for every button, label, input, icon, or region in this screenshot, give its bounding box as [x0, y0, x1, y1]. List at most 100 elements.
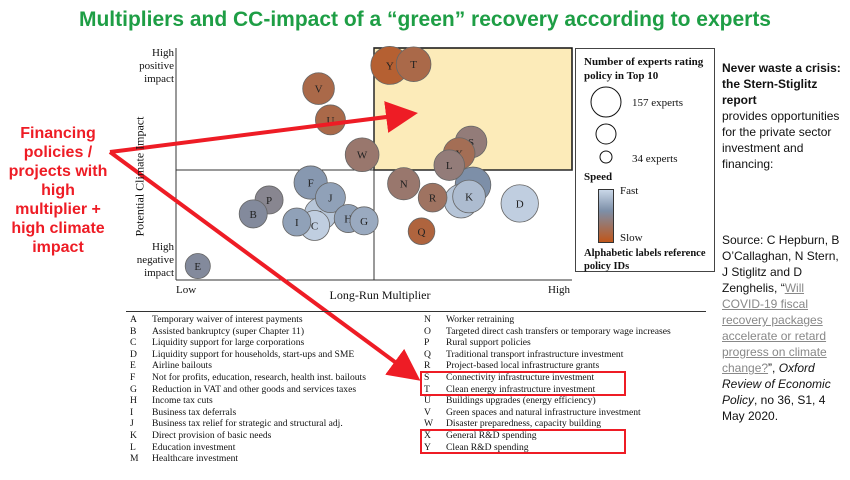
- arrow-to-quadrant: [109, 101, 418, 154]
- point-R: R: [417, 182, 448, 213]
- policy-row-V: V Green spaces and natural infrastructure…: [424, 407, 641, 418]
- point-L: L: [433, 149, 465, 181]
- policy-id-U: U: [424, 395, 431, 407]
- policy-row-L: L Education investment: [130, 442, 235, 453]
- policy-id-S: S: [424, 372, 430, 383]
- policy-row-E: E Airline bailouts: [130, 360, 212, 371]
- policy-name-I: Business tax deferrals: [152, 406, 237, 418]
- policy-name-V: Green spaces and natural infrastructure …: [446, 406, 641, 418]
- y-tick-high-l1: High: [152, 47, 174, 59]
- policy-row-X: X General R&D spending: [424, 430, 537, 441]
- policy-name-S: Connectivity infrastructure investment: [446, 372, 595, 383]
- point-label-C: C: [311, 220, 318, 232]
- policy-row-M: M Healthcare investment: [130, 453, 238, 464]
- policy-row-B: B Assisted bankruptcy (super Chapter 11): [130, 326, 304, 337]
- policy-id-A: A: [130, 314, 137, 325]
- policy-id-I: I: [130, 406, 134, 418]
- point-N: N: [387, 167, 421, 201]
- policy-row-C: C Liquidity support for large corporation…: [130, 337, 304, 348]
- policy-id-P: P: [424, 337, 430, 349]
- y-tick-high-l2: positive: [139, 60, 174, 72]
- y-tick-high-l3: impact: [144, 73, 174, 85]
- policy-name-B: Assisted bankruptcy (super Chapter 11): [152, 325, 305, 337]
- legend-size-large: 157 experts: [632, 97, 684, 109]
- point-I: I: [282, 207, 312, 237]
- policy-id-G: G: [130, 383, 137, 395]
- legend-size-small: 34 experts: [632, 153, 678, 165]
- y-axis-label: Potential Climate Impact: [132, 116, 147, 237]
- policy-row-T: T Clean energy infrastructure investment: [424, 384, 595, 395]
- legend-circle-small: [599, 150, 613, 164]
- x-tick-low: Low: [176, 284, 197, 296]
- arrow-to-list: [108, 150, 421, 381]
- policy-name-E: Airline bailouts: [152, 360, 212, 372]
- point-circle-N: [387, 167, 421, 201]
- policy-name-F: Not for profits, education, research, he…: [152, 372, 366, 383]
- policy-row-A: A Temporary waiver of interest payments: [130, 314, 303, 325]
- legend: Number of experts rating policy in Top 1…: [575, 48, 715, 272]
- point-circle-T: [395, 46, 432, 83]
- policy-id-B: B: [130, 325, 137, 337]
- policy-id-H: H: [130, 395, 137, 407]
- legend-circle-medium: [595, 123, 617, 145]
- sidebar-body: provides opportunities for the private s…: [722, 109, 840, 171]
- legend-size-circles: [590, 86, 622, 164]
- policy-row-S: S Connectivity infrastructure investment: [424, 372, 594, 383]
- policy-row-Y: Y Clean R&D spending: [424, 442, 529, 453]
- source-suffix: , no 36, S1, 4 May 2020.: [722, 393, 826, 423]
- x-axis-label: Long-Run Multiplier: [329, 288, 431, 302]
- y-tick-low: High negative impact: [130, 241, 174, 280]
- policy-id-K: K: [130, 430, 137, 441]
- policy-name-K: Direct provision of basic needs: [152, 430, 272, 441]
- policy-name-N: Worker retraining: [446, 314, 515, 325]
- point-label-N: N: [400, 179, 408, 191]
- point-circle-J: [315, 182, 346, 214]
- point-circle-Q: [407, 217, 436, 246]
- policy-name-R: Project-based local infrastructure grant…: [446, 360, 600, 372]
- point-label-Q: Q: [418, 226, 426, 238]
- policy-id-V: V: [424, 406, 431, 418]
- policy-name-A: Temporary waiver of interest payments: [152, 314, 303, 325]
- policy-row-G: G Reduction in VAT and other goods and se…: [130, 384, 356, 395]
- point-label-P: P: [266, 195, 272, 207]
- sidebar-heading: Never waste a crisis: the Stern-Stiglitz…: [722, 61, 841, 107]
- policy-name-Q: Traditional transport infrastructure inv…: [446, 348, 624, 360]
- policy-id-Y: Y: [424, 441, 431, 453]
- callout-text: Financing policies / projects with high …: [8, 125, 108, 256]
- policy-name-T: Clean energy infrastructure investment: [446, 383, 596, 395]
- policy-row-J: J Business tax relief for strategic and s…: [130, 418, 343, 429]
- highlight-box-x-y: [420, 429, 626, 455]
- policy-name-U: Buildings upgrades (energy efficiency): [446, 395, 596, 407]
- point-Q: Q: [407, 217, 436, 246]
- policy-name-D: Liquidity support for households, start-…: [152, 348, 355, 360]
- point-G: G: [349, 206, 379, 236]
- point-label-J: J: [328, 193, 333, 205]
- legend-labels-note: Alphabetic labels reference policy IDs: [584, 248, 706, 272]
- point-circle-V: [302, 72, 335, 105]
- point-J: J: [315, 182, 346, 214]
- point-label-R: R: [429, 193, 437, 205]
- legend-speed-title: Speed: [584, 171, 613, 183]
- policy-id-N: N: [424, 314, 431, 325]
- source-mid: ”,: [768, 361, 779, 375]
- legend-speed-slow: Slow: [620, 232, 643, 244]
- point-circle-D: [500, 184, 539, 223]
- point-label-Y: Y: [386, 60, 394, 72]
- policy-id-D: D: [130, 348, 137, 360]
- point-label-V: V: [315, 84, 323, 96]
- policy-row-F: F Not for profits, education, research, h…: [130, 372, 366, 383]
- policy-id-O: O: [424, 325, 431, 337]
- source-prefix: Source: C Hepburn, B O’Callaghan, N Ster…: [722, 233, 840, 295]
- source-link[interactable]: Will COVID-19 fiscal recovery packages a…: [722, 281, 827, 375]
- point-label-D: D: [516, 198, 524, 210]
- point-T: T: [395, 46, 432, 83]
- point-K: K: [452, 179, 486, 214]
- policy-row-K: K Direct provision of basic needs: [130, 430, 271, 441]
- highlight-box-s-t: [420, 371, 626, 397]
- point-circle-R: [417, 182, 448, 213]
- policy-row-O: O Targeted direct cash transfers or tempo…: [424, 326, 671, 337]
- policy-row-D: D Liquidity support for households, start…: [130, 349, 354, 360]
- point-label-G: G: [360, 216, 368, 228]
- point-U: U: [315, 104, 346, 136]
